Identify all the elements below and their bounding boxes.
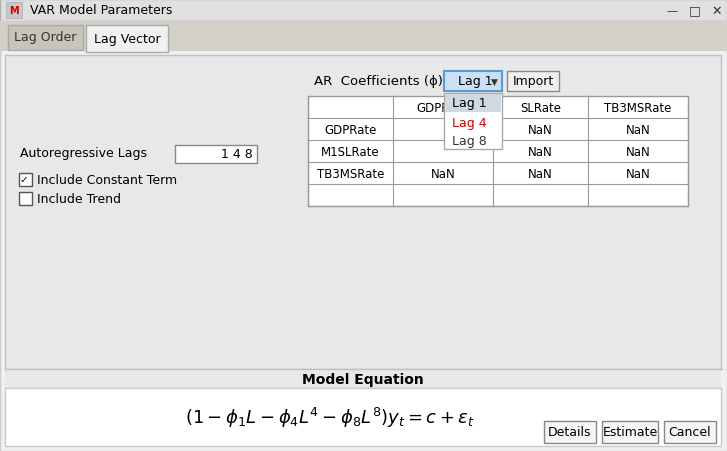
Text: NaN: NaN bbox=[430, 167, 455, 180]
Bar bbox=[86, 26, 168, 53]
Text: Include Constant Term: Include Constant Term bbox=[37, 174, 177, 187]
Text: Estimate: Estimate bbox=[603, 426, 658, 438]
Text: Lag 4: Lag 4 bbox=[452, 116, 486, 129]
Text: ✓: ✓ bbox=[19, 175, 28, 185]
Bar bbox=[444, 72, 502, 92]
Bar bbox=[19, 174, 32, 187]
Text: Lag 1: Lag 1 bbox=[452, 97, 486, 110]
Text: Import: Import bbox=[513, 75, 554, 88]
Text: M1SLRate: M1SLRate bbox=[321, 145, 379, 158]
Text: GDPRate: GDPRate bbox=[417, 101, 469, 114]
Bar bbox=[8, 26, 83, 51]
Bar bbox=[444, 94, 502, 150]
Bar bbox=[544, 421, 596, 443]
Text: Lag 1: Lag 1 bbox=[458, 75, 493, 88]
Bar bbox=[5, 369, 721, 388]
Text: □: □ bbox=[689, 5, 701, 18]
Text: Autoregressive Lags: Autoregressive Lags bbox=[20, 147, 147, 160]
Text: 1 4 8: 1 4 8 bbox=[221, 148, 253, 161]
Text: ✕: ✕ bbox=[712, 5, 722, 18]
Bar bbox=[308, 97, 688, 207]
Text: Details: Details bbox=[548, 426, 592, 438]
Bar bbox=[664, 421, 716, 443]
Text: $(1-\phi_1 L-\phi_4 L^4-\phi_8 L^8)y_t = c+\varepsilon_t$: $(1-\phi_1 L-\phi_4 L^4-\phi_8 L^8)y_t =… bbox=[185, 405, 475, 429]
Text: Lag 8: Lag 8 bbox=[452, 134, 487, 147]
Text: NaN: NaN bbox=[626, 167, 651, 180]
Text: NaN: NaN bbox=[626, 145, 651, 158]
Text: SLRate: SLRate bbox=[520, 101, 561, 114]
Text: Lag Order: Lag Order bbox=[14, 32, 76, 44]
Bar bbox=[19, 193, 32, 206]
Text: Lag Vector: Lag Vector bbox=[94, 32, 161, 46]
Text: M: M bbox=[9, 6, 19, 16]
Text: NaN: NaN bbox=[528, 123, 553, 136]
Text: NaN: NaN bbox=[528, 145, 553, 158]
Bar bbox=[507, 72, 559, 92]
Bar bbox=[445, 95, 501, 113]
Text: NaN: NaN bbox=[528, 167, 553, 180]
Text: GDPRate: GDPRate bbox=[324, 123, 377, 136]
Bar bbox=[175, 146, 257, 164]
Text: ▼: ▼ bbox=[491, 77, 497, 86]
Bar bbox=[6, 3, 22, 19]
Text: AR  Coefficients (ϕ): AR Coefficients (ϕ) bbox=[314, 75, 443, 88]
Text: Model Equation: Model Equation bbox=[302, 372, 424, 386]
Text: —: — bbox=[667, 6, 678, 16]
Bar bbox=[0, 0, 727, 22]
Bar bbox=[0, 22, 727, 52]
Bar bbox=[5, 56, 721, 369]
Text: Include Trend: Include Trend bbox=[37, 193, 121, 206]
Text: VAR Model Parameters: VAR Model Parameters bbox=[30, 5, 172, 18]
Text: NaN: NaN bbox=[626, 123, 651, 136]
Text: Cancel: Cancel bbox=[669, 426, 711, 438]
Text: TB3MSRate: TB3MSRate bbox=[604, 101, 672, 114]
Bar bbox=[5, 388, 721, 446]
Bar bbox=[602, 421, 658, 443]
Text: TB3MSRate: TB3MSRate bbox=[317, 167, 384, 180]
